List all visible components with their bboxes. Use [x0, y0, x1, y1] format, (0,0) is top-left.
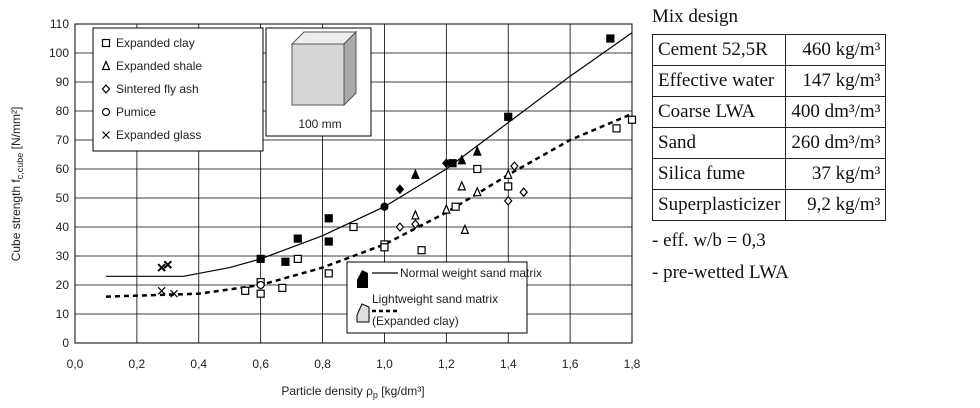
marker [257, 282, 264, 289]
marker [257, 255, 264, 262]
mix-component: Coarse LWA [653, 97, 786, 128]
mix-component: Superplasticizer [653, 190, 786, 221]
x-label-text: Particle density ρ [281, 384, 373, 398]
mix-component: Silica fume [653, 159, 786, 190]
x-tick-label: 1,2 [438, 357, 455, 371]
mix-row: Cement 52,5R460 kg/m³ [653, 35, 886, 66]
cube-front [292, 44, 344, 105]
marker [282, 258, 289, 265]
legend-sublabel: (Expanded clay) [372, 314, 459, 328]
legend-label: Expanded shale [116, 59, 202, 73]
y-axis-label: Cube strength fc,cube [N/mm²] [9, 107, 25, 262]
legend-label: Lightweight sand matrix [372, 292, 498, 306]
x-tick-label: 0,8 [314, 357, 331, 371]
mix-note: - pre-wetted LWA [652, 257, 886, 289]
legend-label: Normal weight sand matrix [400, 266, 542, 280]
x-tick-label: 0,0 [67, 357, 84, 371]
x-tick-label: 1,8 [624, 357, 641, 371]
x-tick-label: 0,2 [129, 357, 146, 371]
marker [629, 116, 636, 123]
mix-amount: 147 kg/m³ [786, 66, 886, 97]
page: Cube strength fc,cube [N/mm²] Particle d… [0, 0, 980, 403]
y-tick-label: 60 [56, 162, 70, 176]
marker [325, 215, 332, 222]
y-tick-label: 40 [56, 220, 70, 234]
legend-label: Expanded clay [116, 36, 195, 50]
y-label-text: Cube strength f [9, 179, 23, 262]
y-label-sub: c,cube [15, 153, 25, 180]
marker [325, 270, 332, 277]
x-tick-label: 0,4 [190, 357, 207, 371]
y-tick-label: 10 [56, 307, 70, 321]
marker [294, 255, 301, 262]
x-label-unit: [kg/dm³] [378, 384, 425, 398]
marker [350, 224, 357, 231]
mix-amount: 400 dm³/m³ [786, 97, 886, 128]
mix-component: Sand [653, 128, 786, 159]
y-tick-label: 110 [50, 17, 69, 31]
y-tick-label: 30 [56, 249, 70, 263]
marker [607, 35, 614, 42]
x-tick-label: 1,6 [562, 357, 579, 371]
legend-label: Sintered fly ash [116, 82, 199, 96]
x-tick-label: 1,0 [376, 357, 393, 371]
y-tick-label: 20 [56, 278, 70, 292]
marker [381, 203, 388, 210]
marker [505, 113, 512, 120]
mix-title: Mix design [652, 6, 886, 28]
x-axis-label: Particle density ρp [kg/dm³] [281, 384, 424, 400]
mix-amount: 37 kg/m³ [786, 159, 886, 190]
marker [325, 238, 332, 245]
mix-note: - eff. w/b = 0,3 [652, 225, 886, 257]
mix-component: Effective water [653, 66, 786, 97]
mix-amount: 9,2 kg/m³ [786, 190, 886, 221]
marker [294, 235, 301, 242]
marker [418, 247, 425, 254]
marker [613, 125, 620, 132]
marker [381, 244, 388, 251]
legend-marker [103, 109, 110, 116]
y-label-unit: [N/mm²] [9, 107, 23, 153]
marker [452, 203, 459, 210]
y-tick-label: 90 [56, 75, 70, 89]
y-tick-label: 100 [49, 46, 69, 60]
legend-label: Pumice [116, 105, 156, 119]
y-tick-label: 0 [62, 336, 69, 350]
y-tick-label: 50 [56, 191, 70, 205]
mix-component: Cement 52,5R [653, 35, 786, 66]
marker [279, 284, 286, 291]
mix-row: Silica fume37 kg/m³ [653, 159, 886, 190]
y-tick-label: 70 [56, 133, 70, 147]
chart: Cube strength fc,cube [N/mm²] Particle d… [0, 0, 645, 403]
x-tick-label: 0,6 [252, 357, 269, 371]
inset-label: 100 mm [298, 117, 341, 131]
x-tick-label: 1,4 [500, 357, 517, 371]
legend-marker [103, 40, 110, 47]
marker [474, 166, 481, 173]
legend-label: Expanded glass [116, 128, 201, 142]
mix-notes: - eff. w/b = 0,3- pre-wetted LWA [652, 225, 886, 289]
marker [257, 290, 264, 297]
y-tick-label: 80 [56, 104, 70, 118]
mix-amount: 260 dm³/m³ [786, 128, 886, 159]
cube-side [344, 32, 356, 105]
mix-amount: 460 kg/m³ [786, 35, 886, 66]
marker [505, 183, 512, 190]
marker [242, 287, 249, 294]
